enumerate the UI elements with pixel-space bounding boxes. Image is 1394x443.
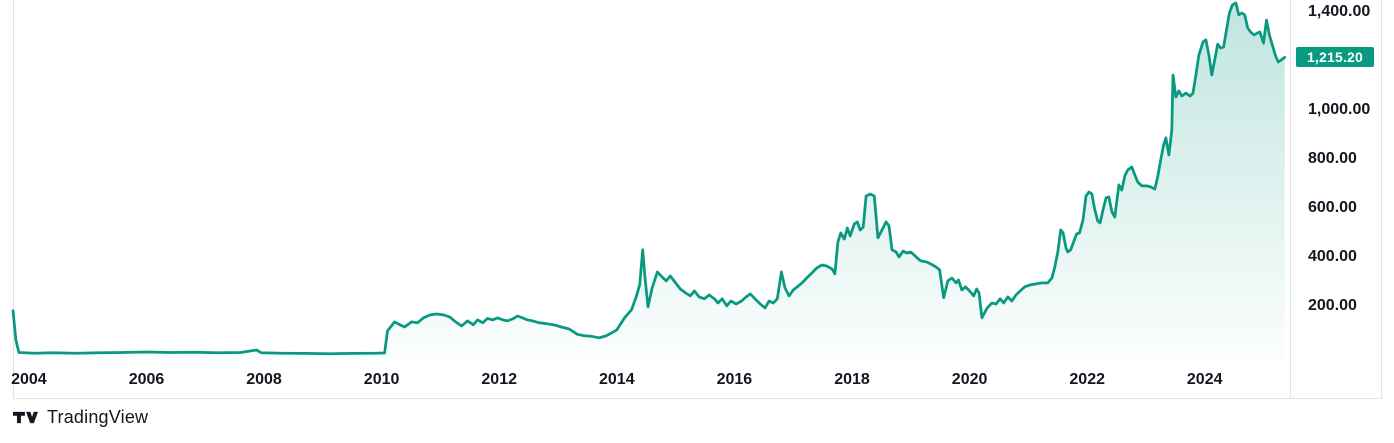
time-axis-label: 2018 <box>834 371 870 388</box>
time-axis-label: 2004 <box>11 371 47 388</box>
time-axis-label: 2020 <box>951 371 988 388</box>
time-axis-label: 2024 <box>1186 371 1223 388</box>
price-axis-label: 600.00 <box>1308 199 1357 216</box>
tradingview-attribution[interactable]: TradingView <box>13 405 148 429</box>
price-line <box>11 1 1287 356</box>
time-axis-label: 2008 <box>246 371 282 388</box>
last-price-value: 1,215.20 <box>1306 49 1364 66</box>
price-axis-label: 400.00 <box>1308 247 1357 265</box>
time-axis-label: 2010 <box>363 371 400 388</box>
time-axis-label: 2012 <box>481 371 517 388</box>
price-axis-label: 1,400.00 <box>1308 3 1371 20</box>
time-axis-label: 2016 <box>716 371 753 388</box>
attribution-text: TradingView <box>47 407 149 427</box>
time-axis-label: 2014 <box>599 371 635 388</box>
time-axis-label: 2006 <box>128 371 165 388</box>
price-axis-label: 1,000.00 <box>1308 101 1371 118</box>
price-axis-label: 800.00 <box>1308 150 1357 167</box>
area-fill <box>13 2 1285 364</box>
last-price-badge: 1,215.20 <box>1296 47 1374 68</box>
price-axis-label: 200.00 <box>1308 296 1357 314</box>
tradingview-logo-icon <box>13 411 38 423</box>
time-axis-label: 2022 <box>1069 371 1105 388</box>
